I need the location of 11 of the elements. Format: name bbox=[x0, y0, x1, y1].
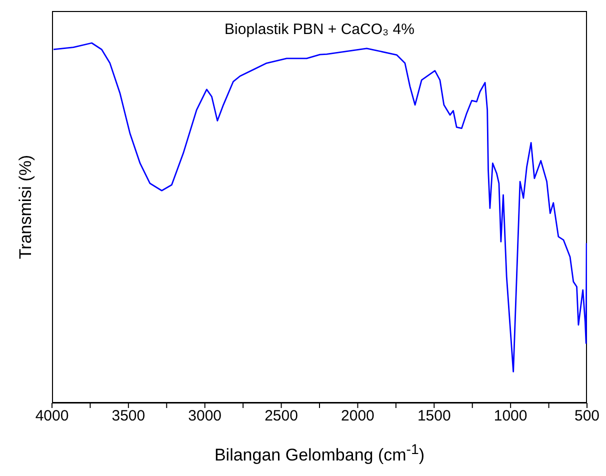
y-axis-title: Transmisi (%) bbox=[16, 154, 36, 260]
x-tick-label: 2000 bbox=[341, 408, 374, 425]
x-axis-title: Bilangan Gelombang (cm$^{-1}$) bbox=[213, 442, 426, 466]
x-tick-label: 1500 bbox=[417, 408, 451, 425]
chart-title: Bioplastik PBN + CaCO₃ 4% bbox=[224, 21, 416, 38]
x-tick-label: 4000 bbox=[35, 408, 69, 425]
x-tick-label: 1000 bbox=[494, 408, 528, 425]
x-tick-label: 2500 bbox=[264, 408, 298, 425]
x-tick-label: 3000 bbox=[188, 408, 222, 425]
x-tick-label: 500 bbox=[574, 408, 600, 425]
x-tick-label: 3500 bbox=[112, 408, 146, 425]
